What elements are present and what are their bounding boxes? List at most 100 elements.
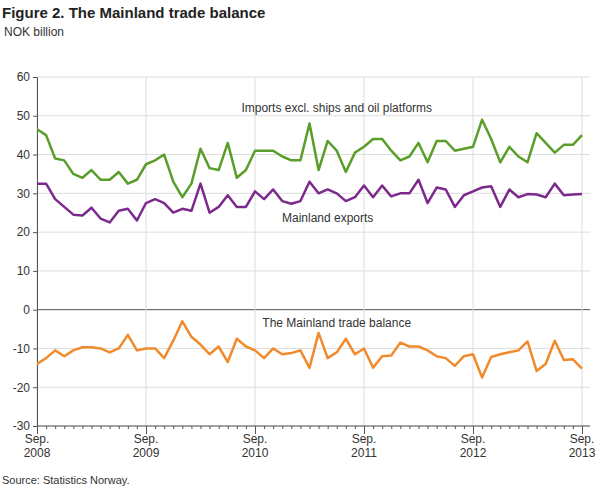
y-tick-mark — [33, 426, 37, 427]
x-tick-mark — [119, 426, 120, 429]
x-tick — [110, 426, 111, 429]
x-tick — [573, 426, 574, 429]
y-tick-mark — [33, 271, 37, 272]
x-tick — [119, 426, 120, 429]
annotation: Mainland exports — [282, 211, 373, 225]
y-grid-line — [37, 232, 590, 233]
x-tick — [555, 426, 556, 429]
x-tick — [273, 426, 274, 429]
x-tick-label-line: 2011 — [351, 446, 377, 460]
y-axis: -30-20-100102030405060 — [13, 70, 38, 433]
x-tick-label: Sep.2012 — [460, 432, 487, 460]
x-tick-mark — [482, 426, 483, 429]
x-grid-line — [473, 77, 474, 426]
x-tick — [455, 426, 456, 429]
x-tick — [210, 426, 211, 429]
y-tick: 30 — [17, 187, 37, 201]
x-tick — [500, 426, 501, 429]
y-tick: 40 — [17, 148, 37, 162]
chart: Figure 2. The Mainland trade balanceNOK … — [0, 0, 610, 488]
x-tick — [82, 426, 83, 429]
series-line — [37, 120, 582, 198]
x-tick — [237, 426, 238, 429]
x-tick-mark — [246, 426, 247, 429]
x-tick — [373, 426, 374, 429]
x-tick-mark — [546, 426, 547, 429]
x-tick — [128, 426, 129, 429]
x-tick-label: Sep.2011 — [351, 432, 377, 460]
x-tick-mark — [328, 426, 329, 429]
x-tick — [191, 426, 192, 429]
x-tick-mark — [64, 426, 65, 429]
x-tick-mark — [491, 426, 492, 429]
x-tick-mark — [391, 426, 392, 429]
x-tick-mark — [282, 426, 283, 429]
y-tick: 60 — [17, 70, 37, 84]
y-tick: 0 — [23, 303, 37, 317]
x-tick — [400, 426, 401, 429]
x-tick-mark — [400, 426, 401, 429]
y-tick-label: 40 — [17, 148, 31, 162]
x-axis — [37, 426, 590, 434]
y-tick-label: 60 — [17, 70, 31, 84]
x-tick-mark — [446, 426, 447, 429]
x-tick — [382, 426, 383, 429]
x-tick-mark — [228, 426, 229, 429]
x-tick-mark — [428, 426, 429, 429]
x-tick — [428, 426, 429, 429]
x-tick-mark — [155, 426, 156, 429]
x-tick-label-line: Sep. — [570, 432, 595, 446]
y-tick-mark — [33, 193, 37, 194]
x-tick-mark — [419, 426, 420, 429]
x-grid-line — [582, 77, 583, 426]
x-tick — [546, 426, 547, 429]
x-tick-mark — [210, 426, 211, 429]
x-tick-mark — [55, 426, 56, 429]
x-tick-mark — [82, 426, 83, 429]
x-tick — [537, 426, 538, 429]
x-tick — [328, 426, 329, 429]
x-tick — [55, 426, 56, 429]
x-grid-line — [146, 77, 147, 426]
x-tick — [173, 426, 174, 429]
y-axis-title: NOK billion — [4, 25, 64, 39]
y-tick-label: 50 — [17, 109, 31, 123]
x-tick — [282, 426, 283, 429]
x-tick-mark — [528, 426, 529, 429]
x-tick-mark — [537, 426, 538, 429]
y-tick: -10 — [13, 342, 37, 356]
x-tick-mark — [191, 426, 192, 429]
y-tick-mark — [33, 232, 37, 233]
y-tick-mark — [33, 387, 37, 388]
x-tick — [46, 426, 47, 429]
x-tick-mark — [337, 426, 338, 429]
x-tick-mark — [500, 426, 501, 429]
x-tick-mark — [137, 426, 138, 429]
x-tick-mark — [310, 426, 311, 429]
x-tick-label: Sep.2010 — [242, 432, 269, 460]
x-tick-mark — [382, 426, 383, 429]
x-tick-mark — [101, 426, 102, 429]
x-grid-line — [255, 77, 256, 426]
x-tick-mark — [355, 426, 356, 429]
x-tick — [346, 426, 347, 429]
x-tick-mark — [128, 426, 129, 429]
y-tick-label: 0 — [23, 303, 30, 317]
x-tick — [291, 426, 292, 429]
x-tick-mark — [319, 426, 320, 429]
x-tick — [228, 426, 229, 429]
x-tick — [419, 426, 420, 429]
x-tick-label-line: Sep. — [243, 432, 268, 446]
x-tick — [518, 426, 519, 429]
x-tick — [437, 426, 438, 429]
x-tick-mark — [273, 426, 274, 429]
y-grid-line — [37, 115, 590, 116]
x-tick-mark — [437, 426, 438, 429]
x-tick — [246, 426, 247, 429]
x-tick-mark — [110, 426, 111, 429]
plot-area — [37, 120, 582, 378]
x-tick-mark — [346, 426, 347, 429]
x-tick-mark — [509, 426, 510, 429]
x-tick-mark — [173, 426, 174, 429]
x-tick-mark — [564, 426, 565, 429]
